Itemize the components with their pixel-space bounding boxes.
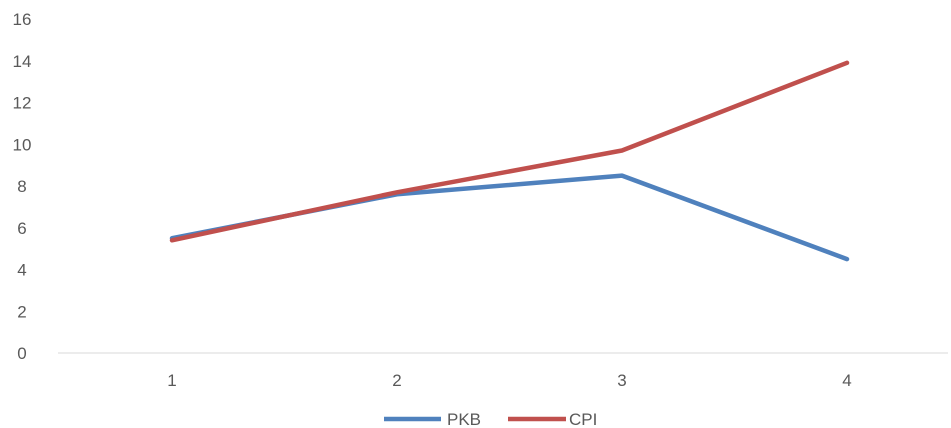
legend: PKB CPI <box>384 410 597 428</box>
series-line-cpi <box>169 60 850 243</box>
legend-label-cpi: CPI <box>569 410 597 428</box>
x-tick-label: 4 <box>842 371 851 390</box>
y-tick-label: 14 <box>13 52 32 71</box>
y-tick-label: 0 <box>17 344 26 363</box>
y-tick-label: 4 <box>17 261 26 280</box>
y-tick-label: 12 <box>13 94 32 113</box>
legend-label-pkb: PKB <box>447 410 481 428</box>
y-tick-label: 16 <box>13 10 32 29</box>
y-tick-label: 6 <box>17 219 26 238</box>
series-lines <box>169 60 850 262</box>
x-tick-label: 2 <box>392 371 401 390</box>
y-tick-label: 10 <box>13 135 32 154</box>
x-tick-label: 1 <box>167 371 176 390</box>
y-tick-label: 8 <box>17 177 26 196</box>
x-tick-label: 3 <box>617 371 626 390</box>
y-axis-ticks: 0 2 4 6 8 10 12 14 16 <box>13 10 32 363</box>
y-tick-label: 2 <box>17 302 26 321</box>
x-axis-ticks: 1 2 3 4 <box>167 371 851 390</box>
